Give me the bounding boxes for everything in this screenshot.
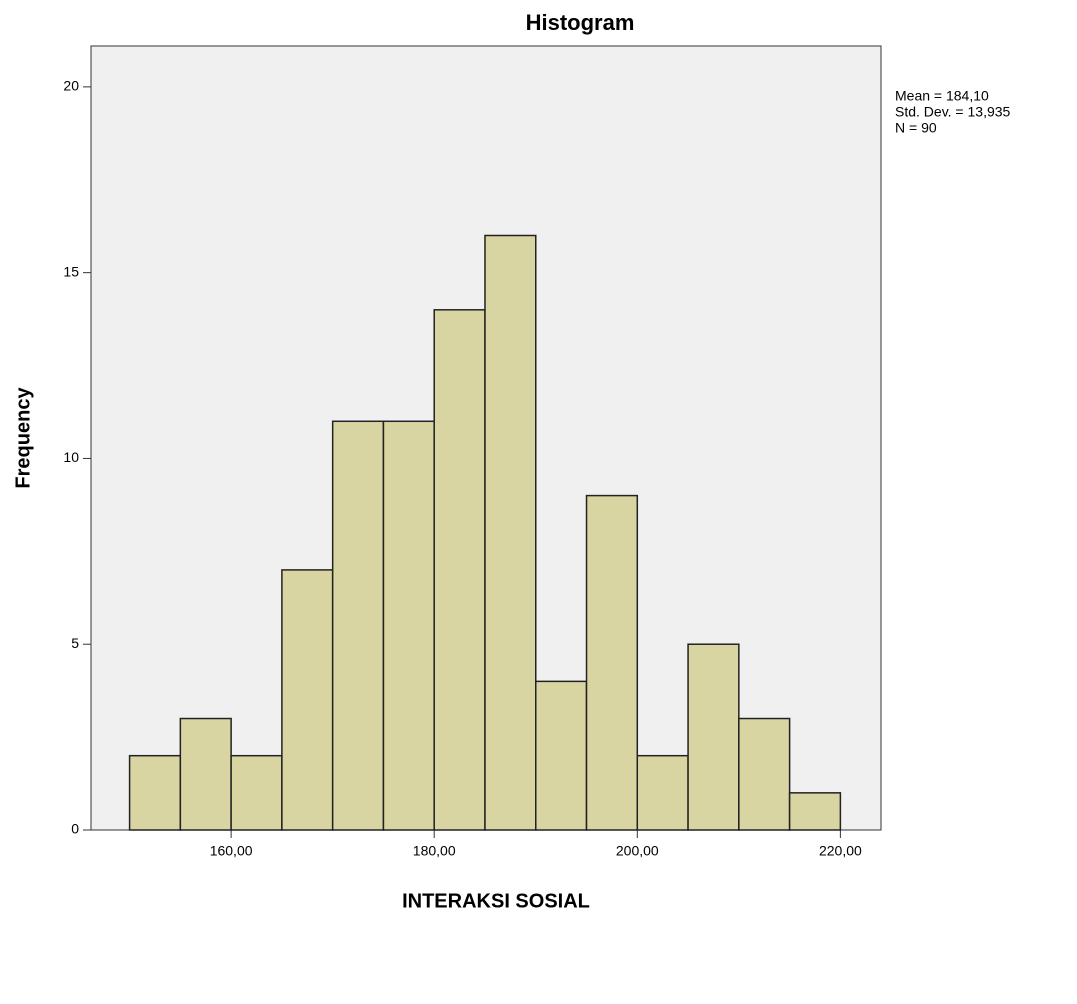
x-axis-label: INTERAKSI SOSIAL xyxy=(402,890,590,912)
y-tick-label: 20 xyxy=(63,78,79,94)
bar xyxy=(585,494,639,831)
bar xyxy=(738,717,791,831)
bar xyxy=(788,792,842,831)
stat-note: Std. Dev. = 13,935 xyxy=(895,104,1011,120)
stat-note: Mean = 184,10 xyxy=(895,88,989,104)
bar xyxy=(636,754,689,831)
bar xyxy=(281,569,334,831)
bar xyxy=(331,420,385,831)
bar xyxy=(382,420,435,831)
y-tick-label: 0 xyxy=(71,821,79,837)
x-tick-label: 220,00 xyxy=(819,843,862,859)
y-tick-label: 10 xyxy=(63,449,79,465)
bar xyxy=(433,309,486,831)
bar xyxy=(230,754,283,831)
y-axis-label: Frequency xyxy=(12,387,34,489)
y-tick-label: 15 xyxy=(63,263,79,279)
bar xyxy=(687,643,740,831)
bar xyxy=(484,234,537,831)
x-tick-label: 180,00 xyxy=(413,843,456,859)
y-tick-label: 5 xyxy=(71,635,79,651)
chart-title: Histogram xyxy=(526,10,635,35)
bar xyxy=(128,754,182,831)
x-tick-label: 200,00 xyxy=(616,843,659,859)
bar xyxy=(179,717,232,831)
stat-note: N = 90 xyxy=(895,120,937,136)
bar xyxy=(535,680,588,831)
x-tick-label: 160,00 xyxy=(210,843,253,859)
